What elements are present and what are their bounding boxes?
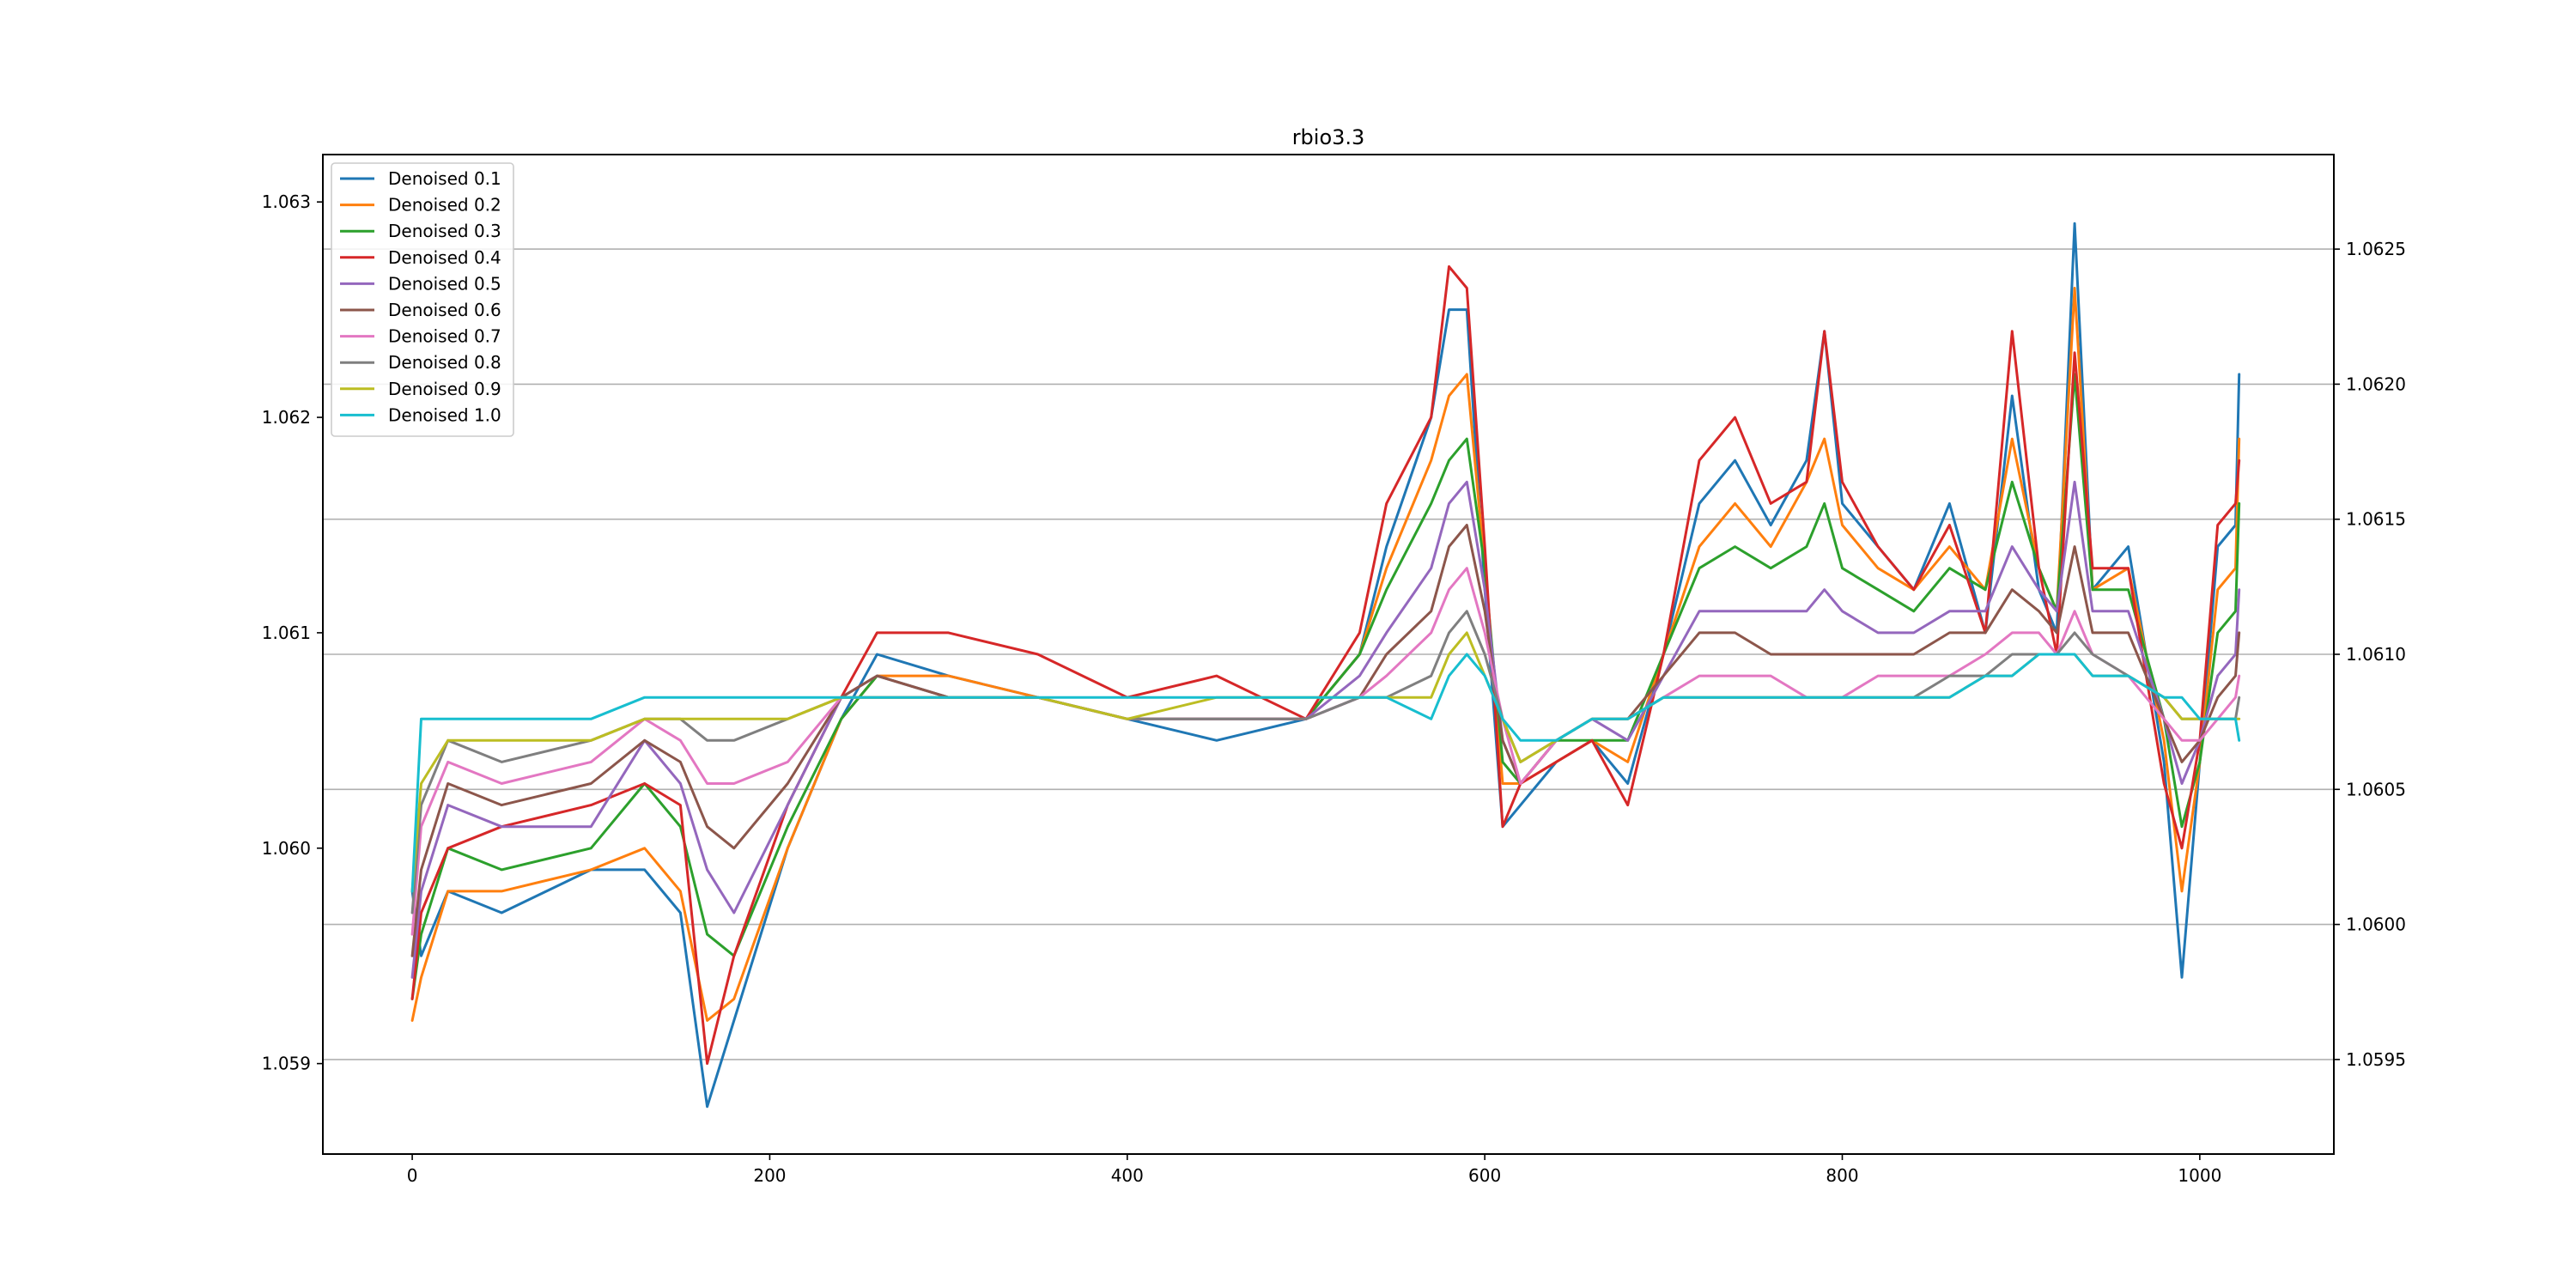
x-tick-label: 600 bbox=[1468, 1165, 1501, 1186]
legend-label: Denoised 0.9 bbox=[388, 379, 501, 399]
legend: Denoised 0.1 Denoised 0.2 Denoised 0.3 Deno… bbox=[331, 162, 514, 437]
legend-label: Denoised 0.2 bbox=[388, 195, 501, 216]
y-axis-left: 1.059 1.060 1.061 1.062 1.063 bbox=[262, 191, 323, 1074]
y-right-tick-label: 1.0615 bbox=[2346, 509, 2406, 530]
legend-label: Denoised 1.0 bbox=[388, 404, 501, 425]
series-line-4 bbox=[410, 264, 2241, 1066]
chart-title: rbio3.3 bbox=[1292, 125, 1365, 149]
legend-label: Denoised 0.6 bbox=[388, 300, 501, 320]
legend-label: Denoised 0.1 bbox=[388, 168, 501, 189]
y-right-tick-label: 1.0605 bbox=[2346, 779, 2406, 799]
legend-label: Denoised 0.4 bbox=[388, 247, 501, 268]
y-left-tick-label: 1.060 bbox=[262, 838, 311, 859]
y-right-tick-label: 1.0600 bbox=[2346, 914, 2406, 935]
legend-box bbox=[331, 162, 514, 437]
gridlines bbox=[323, 248, 2334, 1060]
legend-label: Denoised 0.7 bbox=[388, 326, 501, 347]
x-axis: 0 200 400 600 800 1000 bbox=[407, 1154, 2221, 1186]
y-axis-right: 1.0595 1.0600 1.0605 1.0610 1.0615 1.0620 1.06… bbox=[2334, 239, 2406, 1070]
x-tick-label: 1000 bbox=[2178, 1165, 2221, 1186]
y-right-tick-label: 1.0595 bbox=[2346, 1049, 2406, 1070]
x-tick-label: 400 bbox=[1111, 1165, 1144, 1186]
x-tick-label: 0 bbox=[407, 1165, 418, 1186]
y-left-tick-label: 1.062 bbox=[262, 407, 311, 428]
y-left-tick-label: 1.061 bbox=[262, 623, 311, 643]
y-right-tick-label: 1.0610 bbox=[2346, 644, 2406, 665]
x-tick-label: 800 bbox=[1826, 1165, 1858, 1186]
series-group bbox=[410, 222, 2241, 1109]
series-line-10 bbox=[410, 653, 2241, 893]
y-right-tick-label: 1.0625 bbox=[2346, 239, 2406, 259]
x-tick-label: 200 bbox=[753, 1165, 786, 1186]
y-left-tick-label: 1.063 bbox=[262, 191, 311, 212]
legend-label: Denoised 0.5 bbox=[388, 273, 501, 294]
y-right-tick-label: 1.0620 bbox=[2346, 374, 2406, 394]
y-left-tick-label: 1.059 bbox=[262, 1054, 311, 1074]
legend-label: Denoised 0.8 bbox=[388, 352, 501, 373]
legend-label: Denoised 0.3 bbox=[388, 221, 501, 241]
